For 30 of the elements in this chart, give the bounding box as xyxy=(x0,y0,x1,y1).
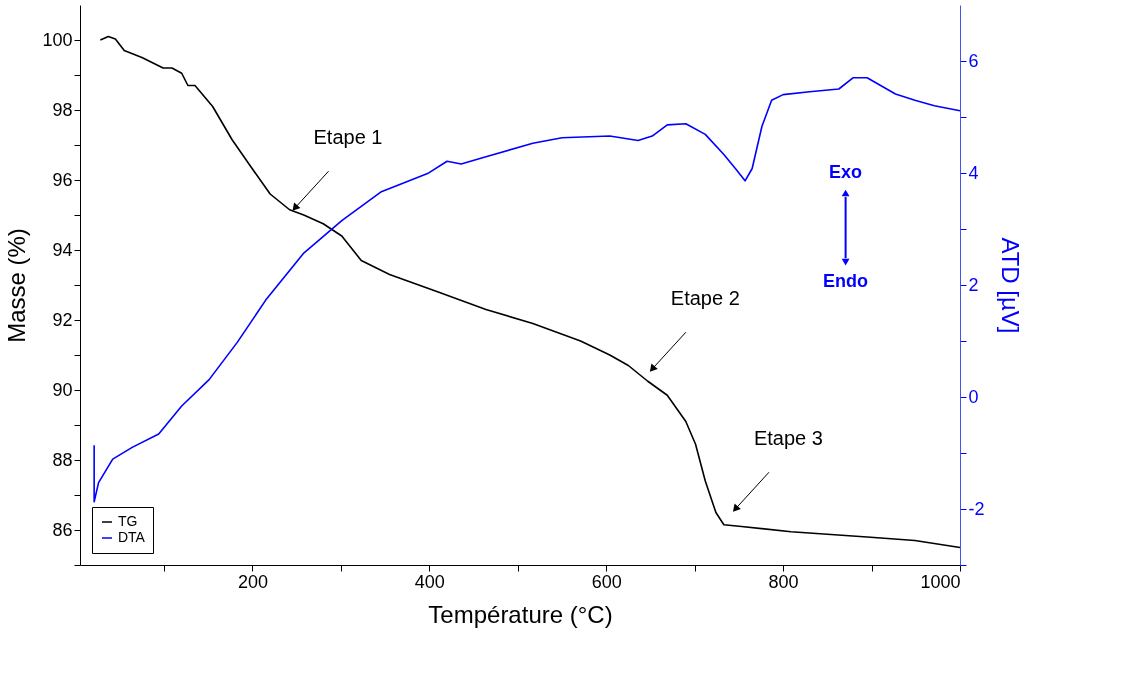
y2-tick-label: 4 xyxy=(968,162,979,183)
annotation: Etape 3 xyxy=(753,427,823,449)
legend-label: DTA xyxy=(118,529,146,545)
line-series xyxy=(93,77,961,503)
legend-label: TG xyxy=(118,513,138,529)
y2-tick-label: -2 xyxy=(968,498,985,519)
y2-tick-label: 2 xyxy=(968,274,979,295)
y-tick-label: 86 xyxy=(52,519,73,540)
annotation: Exo xyxy=(829,162,863,182)
y2-axis-title: ATD [µV] xyxy=(996,237,1024,334)
y-tick-label: 90 xyxy=(52,379,73,400)
y2-tick-label: 0 xyxy=(968,386,979,407)
y-tick-label: 88 xyxy=(52,449,73,470)
annotation: Endo xyxy=(823,271,869,292)
y-tick-label: 92 xyxy=(52,309,73,330)
annotation: Etape 2 xyxy=(670,287,740,309)
y-axis-title: Masse (%) xyxy=(3,228,31,343)
x-tick-label: 200 xyxy=(237,571,268,592)
x-tick-label: 1000 xyxy=(920,571,961,592)
y2-tick-label: 6 xyxy=(968,50,979,71)
y-tick-label: 100 xyxy=(42,29,73,50)
x-tick-label: 600 xyxy=(591,571,622,592)
y-tick-label: 98 xyxy=(52,99,73,120)
y-tick-label: 96 xyxy=(52,169,73,190)
x-tick-label: 800 xyxy=(768,571,799,592)
x-axis-title: Température (°C) xyxy=(428,600,613,628)
x-tick-label: 400 xyxy=(414,571,445,592)
line-series xyxy=(99,35,961,549)
y-tick-label: 94 xyxy=(52,239,73,260)
annotation: Etape 1 xyxy=(313,126,383,148)
